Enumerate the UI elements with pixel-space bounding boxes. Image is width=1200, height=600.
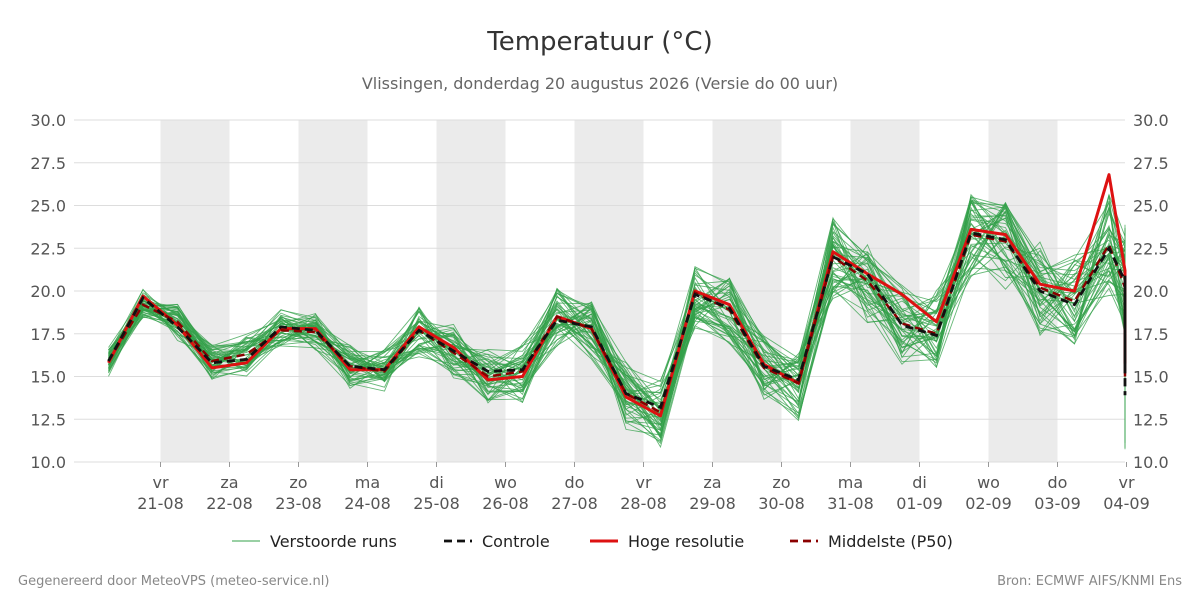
- control-line: [107, 231, 1127, 410]
- footer-source: Bron: ECMWF AIFS/KNMI Ens: [997, 574, 1182, 589]
- y-tick-label-right: 20.0: [1133, 282, 1169, 301]
- x-tick-day: di: [429, 473, 444, 492]
- x-tick-date: 01-09: [896, 494, 943, 513]
- legend: Verstoorde runs Controle Hoge resolutie Mid…: [232, 532, 953, 551]
- x-tick-date: 04-09: [1103, 494, 1150, 513]
- x-tick-day: zo: [772, 473, 790, 492]
- main-series-lines: [107, 173, 1127, 418]
- y-tick-label-right: 12.5: [1133, 410, 1169, 429]
- x-tick-date: 21-08: [137, 494, 184, 513]
- x-tick-day: za: [703, 473, 721, 492]
- x-tick-date: 26-08: [482, 494, 529, 513]
- x-tick-date: 28-08: [620, 494, 667, 513]
- x-tick-date: 03-09: [1034, 494, 1081, 513]
- legend-label: Verstoorde runs: [270, 532, 397, 551]
- x-tick-date: 27-08: [551, 494, 598, 513]
- y-tick-label-left: 12.5: [30, 410, 66, 429]
- y-axis-right: 10.0 12.5 15.0 17.5 20.0 22.5 25.0 27.5 30.0: [1133, 111, 1169, 472]
- x-tick-date: 02-09: [965, 494, 1012, 513]
- y-tick-label-right: 15.0: [1133, 368, 1169, 387]
- x-tick-day: wo: [494, 473, 517, 492]
- y-tick-label-left: 20.0: [30, 282, 66, 301]
- y-tick-label-left: 15.0: [30, 368, 66, 387]
- x-tick-day: vr: [635, 473, 651, 492]
- x-tick-day: ma: [838, 473, 863, 492]
- x-tick-day: di: [912, 473, 927, 492]
- x-tick-day: wo: [977, 473, 1000, 492]
- x-tick-date: 31-08: [827, 494, 874, 513]
- chart-subtitle: Vlissingen, donderdag 20 augustus 2026 (…: [362, 74, 838, 93]
- x-tick-day: do: [1048, 473, 1068, 492]
- y-tick-label-right: 27.5: [1133, 154, 1169, 173]
- x-tick-day: ma: [355, 473, 380, 492]
- y-tick-label-left: 30.0: [30, 111, 66, 130]
- y-axis-left: 10.0 12.5 15.0 17.5 20.0 22.5 25.0 27.5 30.0: [30, 111, 66, 472]
- y-tick-label-right: 25.0: [1133, 197, 1169, 216]
- x-tick-date: 30-08: [758, 494, 805, 513]
- legend-label: Controle: [482, 532, 550, 551]
- x-tick-date: 22-08: [206, 494, 253, 513]
- x-tick-day: zo: [289, 473, 307, 492]
- y-tick-label-left: 27.5: [30, 154, 66, 173]
- x-tick-day: za: [220, 473, 238, 492]
- legend-label: Middelste (P50): [828, 532, 953, 551]
- y-tick-label-left: 17.5: [30, 325, 66, 344]
- x-tick-date: 24-08: [344, 494, 391, 513]
- y-tick-label-left: 10.0: [30, 453, 66, 472]
- x-tick-day: vr: [152, 473, 168, 492]
- y-tick-label-right: 22.5: [1133, 239, 1169, 258]
- x-tick-date: 23-08: [275, 494, 322, 513]
- footer-generated-by: Gegenereerd door MeteoVPS (meteo-service…: [18, 574, 329, 589]
- y-tick-label-right: 10.0: [1133, 453, 1169, 472]
- y-tick-label-left: 22.5: [30, 239, 66, 258]
- x-tick-date: 29-08: [689, 494, 736, 513]
- chart-title: Temperatuur (°C): [486, 27, 712, 57]
- y-tick-label-left: 25.0: [30, 197, 66, 216]
- x-tick-day: vr: [1118, 473, 1134, 492]
- y-tick-label-right: 30.0: [1133, 111, 1169, 130]
- x-axis: vr 21-08 za 22-08 zo 23-08 ma 24-08 di 25-08 wo 26-…: [137, 462, 1150, 513]
- y-tick-label-right: 17.5: [1133, 325, 1169, 344]
- legend-label: Hoge resolutie: [628, 532, 744, 551]
- x-tick-date: 25-08: [413, 494, 460, 513]
- x-tick-day: do: [565, 473, 585, 492]
